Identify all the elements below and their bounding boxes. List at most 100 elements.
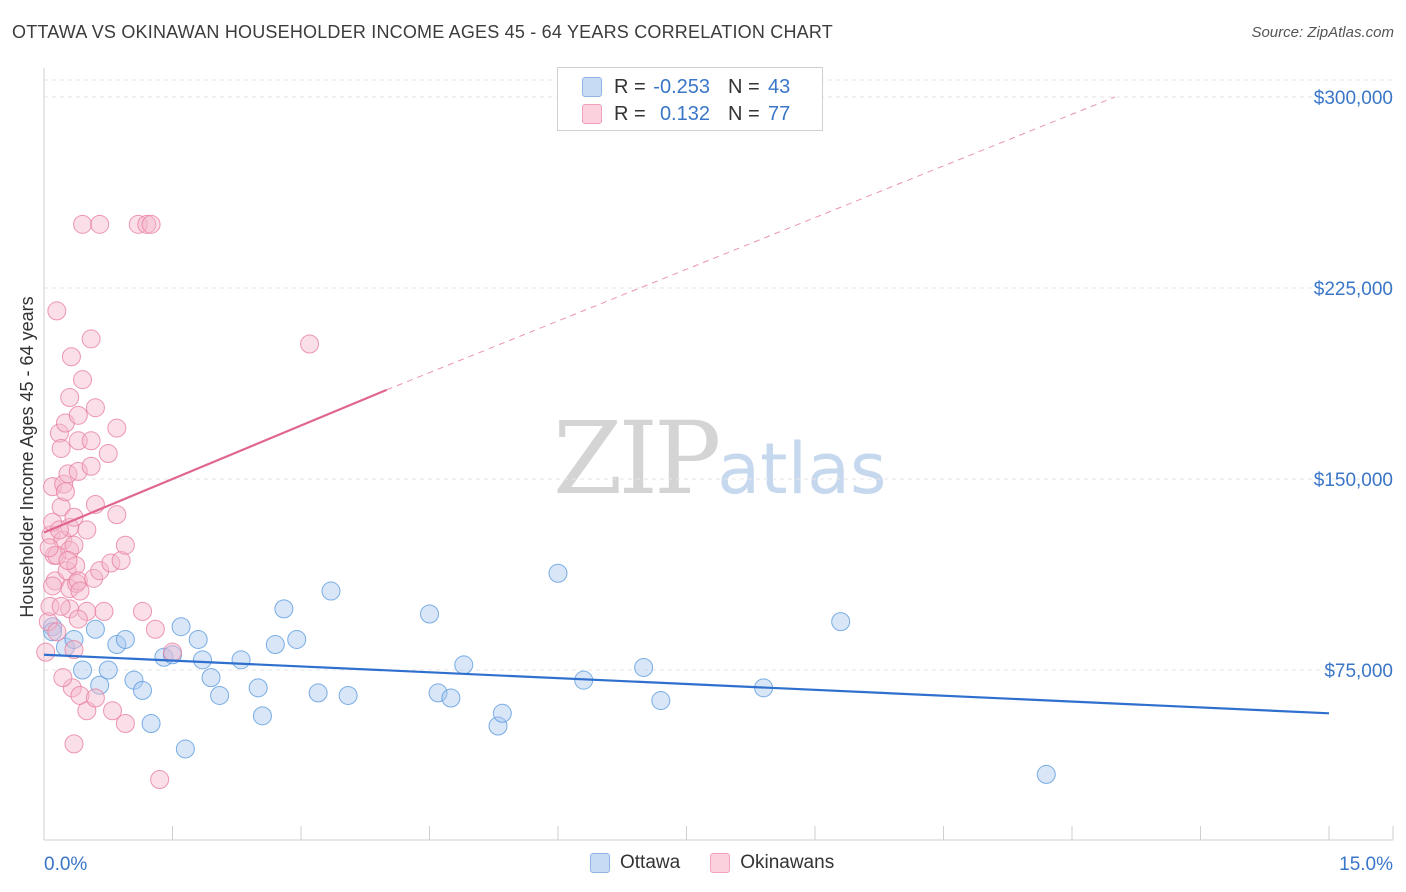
legend-n-label: N = [728, 102, 760, 125]
data-point [70, 581, 90, 601]
series-legend-label: Ottawa [620, 852, 681, 873]
series-legend-okinawans[interactable]: Okinawans [710, 852, 834, 874]
data-point [1036, 764, 1056, 784]
data-point [441, 688, 461, 708]
legend-r-label: R = [614, 102, 646, 125]
series-legend-ottawa[interactable]: Ottawa [590, 852, 680, 874]
legend-n-value: 43 [768, 75, 791, 98]
correlation-legend: R = -0.253 N = 43 R = 0.132 N = 77 [557, 67, 823, 131]
data-point [43, 477, 63, 497]
data-point [40, 596, 60, 616]
data-point [84, 568, 104, 588]
data-point [111, 550, 131, 570]
y-tick-label: $75,000 [1324, 661, 1393, 682]
data-point [53, 668, 73, 688]
data-point [68, 609, 88, 629]
data-point [137, 214, 157, 234]
data-point [201, 668, 221, 688]
y-tick-label: $150,000 [1314, 470, 1393, 491]
data-point [300, 334, 320, 354]
data-point [428, 683, 448, 703]
data-point [115, 629, 135, 649]
data-point [265, 635, 285, 655]
data-point [188, 629, 208, 649]
data-point [133, 601, 153, 621]
data-point [231, 650, 251, 670]
data-point [43, 576, 63, 596]
legend-row-ottawa: R = -0.253 N = 43 [582, 74, 790, 100]
data-point [210, 685, 230, 705]
series-ottawa [43, 563, 1056, 784]
legend-r-label: R = [614, 75, 646, 98]
data-point [192, 650, 212, 670]
data-point [338, 685, 358, 705]
data-point [175, 739, 195, 759]
data-point [51, 497, 71, 517]
data-point [36, 642, 56, 662]
data-point [651, 691, 671, 711]
watermark-zip: ZIP [553, 400, 721, 517]
data-point [115, 535, 135, 555]
data-point [68, 461, 88, 481]
data-point [64, 640, 84, 660]
data-point [420, 604, 439, 624]
data-point [98, 444, 118, 464]
legend-n-label: N = [728, 75, 760, 98]
data-point [64, 734, 84, 754]
data-point [43, 622, 63, 642]
data-point [287, 629, 307, 649]
data-point [90, 214, 110, 234]
data-point [133, 680, 153, 700]
x-tick-label: 0.0% [44, 854, 87, 875]
legend-n-value: 77 [768, 102, 791, 125]
data-point [98, 660, 118, 680]
data-point [107, 505, 127, 525]
data-point [103, 701, 123, 721]
data-point [77, 520, 97, 540]
data-point [150, 770, 170, 790]
trend-line-extension [386, 96, 1116, 391]
data-point [321, 581, 341, 601]
data-point [163, 642, 182, 662]
data-point [145, 619, 165, 639]
data-point [115, 713, 135, 733]
data-point [54, 474, 74, 494]
series-swatch-ottawa [590, 853, 610, 873]
data-point [454, 655, 474, 675]
watermark: ZIPatlas [553, 400, 886, 517]
data-point [90, 675, 110, 695]
data-point [141, 713, 161, 733]
series-swatch-okinawans [710, 853, 731, 873]
data-point [64, 629, 84, 649]
data-point [141, 214, 161, 234]
y-tick-label: $300,000 [1314, 88, 1393, 109]
data-point [274, 599, 294, 619]
data-point [73, 214, 93, 234]
data-point [39, 538, 59, 558]
data-point [81, 456, 101, 476]
trend-line [43, 388, 388, 534]
data-point [68, 571, 88, 591]
series-legend: Ottawa Okinawans [590, 852, 864, 874]
legend-r-value: 0.132 [659, 102, 710, 125]
watermark-atlas: atlas [717, 428, 887, 510]
data-point [94, 601, 114, 621]
data-point [55, 482, 75, 502]
trend-line [43, 653, 1330, 715]
data-point [90, 561, 110, 581]
data-point [61, 347, 81, 367]
data-point [81, 431, 101, 451]
data-point [68, 405, 88, 425]
legend-r-value: -0.253 [653, 75, 710, 98]
data-point [51, 596, 71, 616]
data-point [73, 660, 93, 680]
data-point [73, 370, 93, 390]
data-point [252, 706, 272, 726]
data-point [85, 688, 105, 708]
data-point [85, 398, 105, 418]
data-point [492, 703, 512, 723]
data-point [548, 563, 568, 583]
data-point [634, 657, 654, 677]
data-point [58, 550, 78, 570]
